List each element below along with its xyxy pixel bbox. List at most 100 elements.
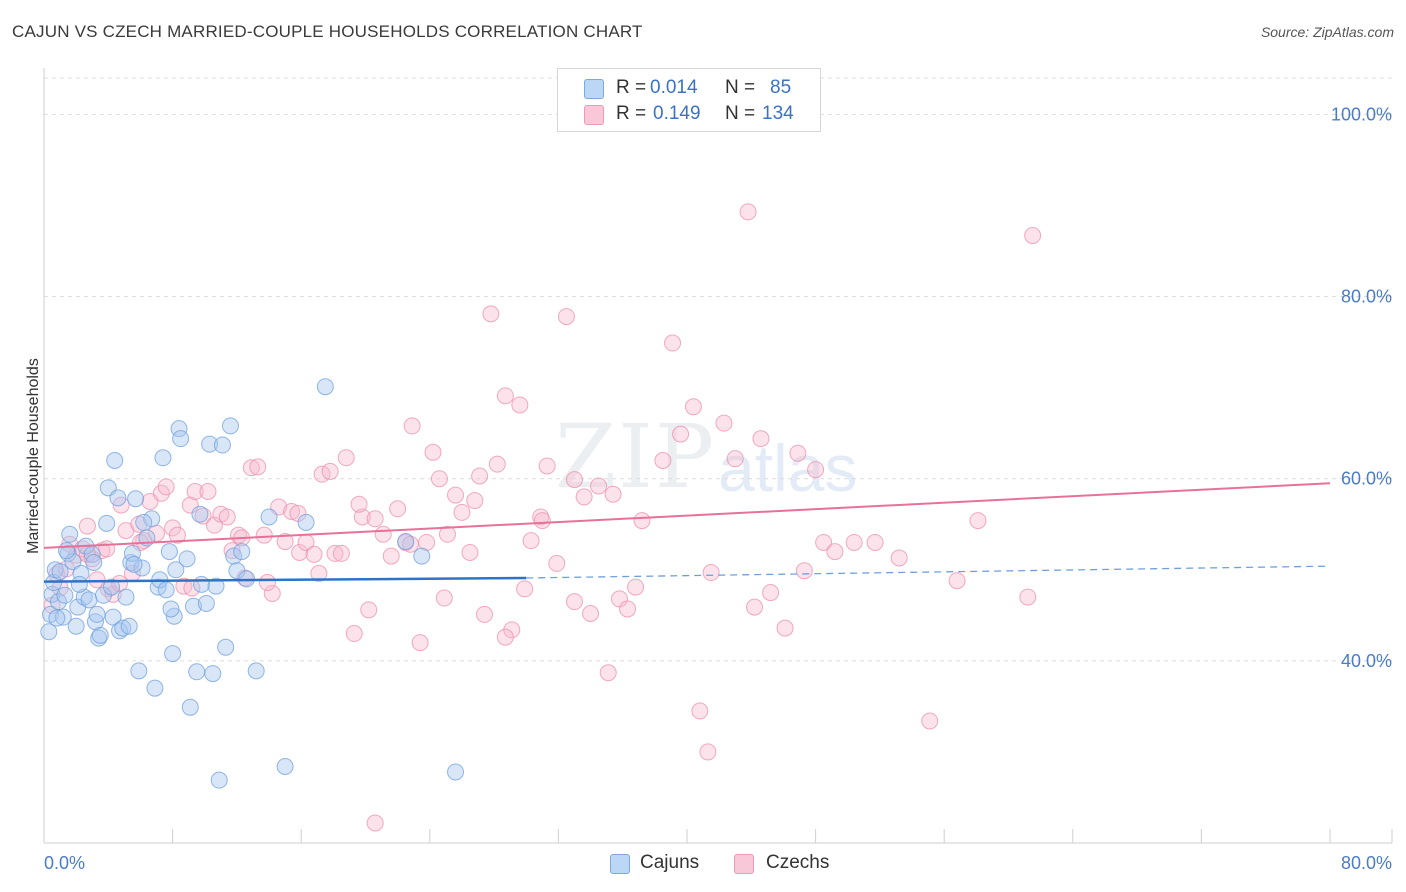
czech-point: [402, 535, 420, 553]
czech-point: [475, 605, 493, 623]
czech-point: [337, 449, 355, 467]
cajun-point: [191, 505, 209, 523]
czech-point: [350, 495, 368, 513]
czech-point: [353, 508, 371, 526]
cajun-point: [316, 378, 334, 396]
cajun-point: [397, 533, 415, 551]
bottom-legend-label-czechs: Czechs: [766, 852, 830, 873]
cajun-point: [80, 591, 98, 609]
czech-point: [104, 585, 122, 603]
cajun-point: [109, 489, 127, 507]
cajun-point: [157, 581, 175, 599]
czech-point: [921, 712, 939, 730]
czech-point: [516, 580, 534, 598]
czech-point: [538, 457, 556, 475]
source-label: Source: ZipAtlas.com: [1260, 24, 1394, 40]
czech-point: [111, 574, 129, 592]
chart-title: CAJUN VS CZECH MARRIED-COUPLE HOUSEHOLDS…: [12, 22, 643, 41]
czech-point: [672, 425, 690, 443]
czech-point: [715, 414, 733, 432]
cajun-point: [54, 608, 72, 626]
czech-point: [969, 512, 987, 530]
cajun-point: [184, 597, 202, 615]
bottom-legend-label-cajuns: Cajuns: [640, 852, 700, 873]
cajun-point: [181, 698, 199, 716]
czech-point: [283, 503, 301, 520]
cajun-point: [207, 577, 225, 595]
czech-point: [664, 334, 682, 352]
czech-point: [699, 743, 717, 761]
cajun-point: [130, 662, 148, 680]
czech-point: [789, 444, 807, 462]
czech-point: [218, 508, 236, 526]
czech-point: [762, 584, 780, 602]
cajun-point: [167, 561, 185, 579]
czech-point: [466, 492, 484, 510]
czech-point: [548, 554, 566, 572]
trend-lines: [43, 482, 1331, 583]
cajun-point: [162, 600, 180, 618]
legend-n-label: N =: [725, 103, 756, 124]
cajun-point: [233, 543, 251, 561]
czech-point: [746, 598, 764, 616]
cajun-point: [154, 449, 172, 467]
data-points: [40, 203, 1042, 832]
czech-point: [310, 564, 328, 582]
cajun-point: [172, 430, 190, 448]
czech-point: [424, 443, 442, 461]
axis-labels: 40.0% 60.0% 80.0% 100.0% 0.0% 80.0% Married-co…: [25, 104, 1392, 873]
czech-point: [255, 526, 273, 544]
legend-r-value: 0.014: [650, 77, 698, 98]
czech-point: [389, 500, 407, 518]
czech-point: [633, 512, 651, 530]
cajun-point: [125, 555, 143, 573]
y-tick-label: 100.0%: [1331, 104, 1392, 124]
czech-point: [795, 562, 813, 580]
czech-point: [168, 526, 186, 544]
cajun-point: [90, 629, 108, 647]
cajun-trend-line: [43, 576, 527, 583]
czech-point: [739, 203, 757, 221]
czech-point: [866, 533, 884, 551]
czech-point: [815, 533, 833, 551]
cajun-point: [247, 662, 265, 680]
czech-point: [78, 517, 96, 535]
czech-point: [948, 572, 966, 590]
cajun-point: [106, 452, 124, 469]
czech-point: [242, 459, 260, 477]
czech-point: [360, 601, 378, 619]
cajun-point: [178, 550, 196, 568]
czech-point: [890, 549, 908, 567]
cajun-point: [260, 508, 278, 526]
cajun-point: [225, 547, 243, 565]
czech-point: [845, 533, 863, 551]
cajun-point: [120, 617, 138, 635]
cajun-point: [70, 575, 88, 593]
czech-point: [345, 625, 363, 643]
y-tick-label: 60.0%: [1341, 469, 1392, 489]
czech-point: [590, 477, 608, 495]
cajun-point: [188, 663, 206, 681]
legend-swatch-cajuns: [584, 79, 604, 99]
czech-point: [807, 461, 825, 479]
cajun-point: [204, 665, 222, 683]
czech-point: [752, 430, 770, 448]
cajun-point: [133, 559, 151, 577]
legend-n-label: N =: [725, 77, 756, 98]
czech-point: [627, 578, 645, 596]
cajun-point: [210, 771, 228, 789]
czech-point: [276, 533, 294, 551]
czech-point: [471, 467, 489, 485]
czech-point: [205, 516, 223, 534]
czech-point: [403, 417, 421, 435]
czech-point: [382, 547, 400, 565]
y-tick-label: 40.0%: [1341, 651, 1392, 671]
czech-point: [488, 455, 506, 473]
czech-point: [186, 482, 204, 500]
cajun-point: [85, 554, 103, 571]
czech-point: [565, 471, 583, 489]
czech-point: [599, 664, 617, 682]
legend-r-value: 0.149: [653, 103, 701, 124]
czech-point: [684, 398, 702, 416]
